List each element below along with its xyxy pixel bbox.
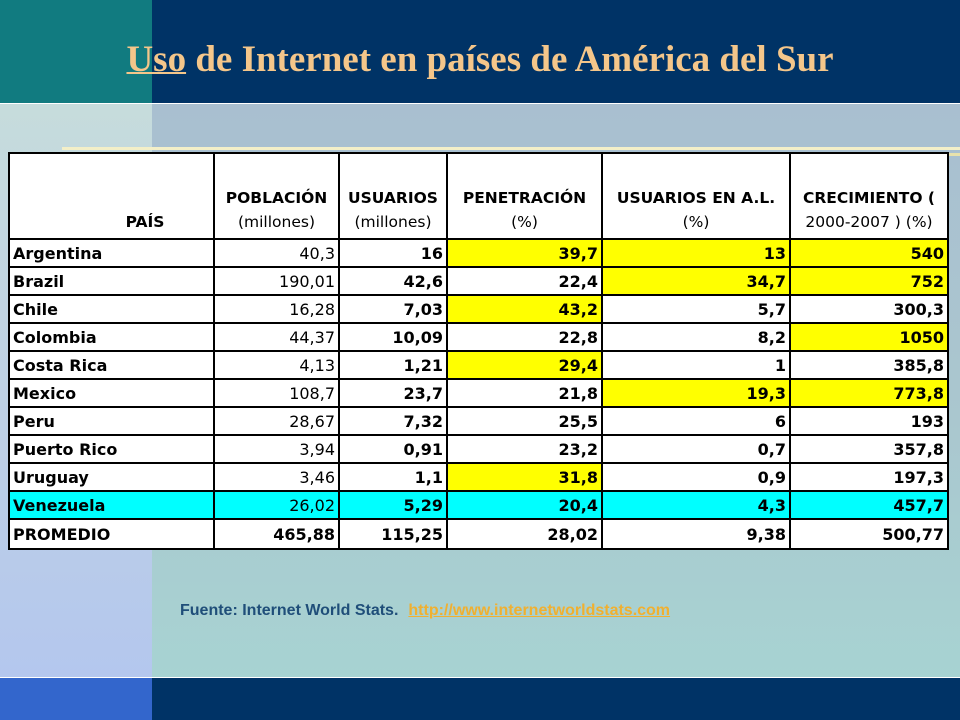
header-usuarios-al: USUARIOS EN A.L. (%) xyxy=(601,152,791,240)
table-row: Colombia 44,37 10,09 22,8 8,2 1050 xyxy=(8,322,949,352)
cell-usuarios: 7,03 xyxy=(338,294,448,324)
cell-usuarios: 1,21 xyxy=(338,350,448,380)
cell-crecimiento: 752 xyxy=(789,266,949,296)
cell-penetracion: 28,02 xyxy=(446,518,603,550)
cell-poblacion: 40,3 xyxy=(213,238,340,268)
cell-crecimiento: 385,8 xyxy=(789,350,949,380)
cell-crecimiento: 457,7 xyxy=(789,490,949,520)
cell-usuarios-al: 19,3 xyxy=(601,378,791,408)
cell-usuarios-al: 13 xyxy=(601,238,791,268)
table-row: Costa Rica 4,13 1,21 29,4 1 385,8 xyxy=(8,350,949,380)
slide-title-underlined: Uso xyxy=(126,39,187,80)
cell-crecimiento: 193 xyxy=(789,406,949,436)
cell-poblacion: 465,88 xyxy=(213,518,340,550)
cell-poblacion: 28,67 xyxy=(213,406,340,436)
footer-divider xyxy=(0,677,960,678)
table-row: Mexico 108,7 23,7 21,8 19,3 773,8 xyxy=(8,378,949,408)
cell-penetracion: 21,8 xyxy=(446,378,603,408)
cell-usuarios-al: 9,38 xyxy=(601,518,791,550)
cell-poblacion: 16,28 xyxy=(213,294,340,324)
table-row: Brazil 190,01 42,6 22,4 34,7 752 xyxy=(8,266,949,296)
table-total-row: PROMEDIO 465,88 115,25 28,02 9,38 500,77 xyxy=(8,518,949,550)
table-header-row: PAÍS POBLACIÓN (millones) USUARIOS (millon… xyxy=(8,152,949,240)
table-row-highlighted: Venezuela 26,02 5,29 20,4 4,3 457,7 xyxy=(8,490,949,520)
table-row: Argentina 40,3 16 39,7 13 540 xyxy=(8,238,949,268)
slide-title: Uso de Internet en países de América del… xyxy=(0,38,960,82)
footer-accent-block xyxy=(0,678,152,720)
cell-crecimiento: 300,3 xyxy=(789,294,949,324)
cell-penetracion: 22,4 xyxy=(446,266,603,296)
cell-usuarios-al: 6 xyxy=(601,406,791,436)
cell-country: Puerto Rico xyxy=(8,434,215,464)
header-penetracion: PENETRACIÓN (%) xyxy=(446,152,603,240)
cell-usuarios: 10,09 xyxy=(338,322,448,352)
cell-country: Venezuela xyxy=(8,490,215,520)
header-band xyxy=(152,0,960,103)
footer-band xyxy=(152,678,960,720)
cell-penetracion: 43,2 xyxy=(446,294,603,324)
cell-poblacion: 3,46 xyxy=(213,462,340,492)
table-row: Peru 28,67 7,32 25,5 6 193 xyxy=(8,406,949,436)
cell-usuarios: 115,25 xyxy=(338,518,448,550)
cell-usuarios: 16 xyxy=(338,238,448,268)
header-usuarios: USUARIOS (millones) xyxy=(338,152,448,240)
cell-poblacion: 4,13 xyxy=(213,350,340,380)
cell-crecimiento: 773,8 xyxy=(789,378,949,408)
cell-country: Colombia xyxy=(8,322,215,352)
cell-usuarios: 23,7 xyxy=(338,378,448,408)
cell-crecimiento: 540 xyxy=(789,238,949,268)
cell-poblacion: 190,01 xyxy=(213,266,340,296)
cell-usuarios-al: 0,9 xyxy=(601,462,791,492)
source-label: Fuente: Internet World Stats. xyxy=(180,602,399,619)
cell-crecimiento: 1050 xyxy=(789,322,949,352)
cell-poblacion: 108,7 xyxy=(213,378,340,408)
cell-poblacion: 44,37 xyxy=(213,322,340,352)
cell-country: Mexico xyxy=(8,378,215,408)
cell-penetracion: 29,4 xyxy=(446,350,603,380)
cell-usuarios-al: 0,7 xyxy=(601,434,791,464)
cell-crecimiento: 357,8 xyxy=(789,434,949,464)
cell-country: PROMEDIO xyxy=(8,518,215,550)
cell-poblacion: 3,94 xyxy=(213,434,340,464)
source-citation: Fuente: Internet World Stats. http://www.… xyxy=(180,602,670,620)
table-row: Uruguay 3,46 1,1 31,8 0,9 197,3 xyxy=(8,462,949,492)
internet-usage-table: PAÍS POBLACIÓN (millones) USUARIOS (millon… xyxy=(8,152,949,550)
table-row: Puerto Rico 3,94 0,91 23,2 0,7 357,8 xyxy=(8,434,949,464)
cell-country: Brazil xyxy=(8,266,215,296)
cell-usuarios-al: 5,7 xyxy=(601,294,791,324)
header-crecimiento: CRECIMIENTO (2000-2007 ) (%) xyxy=(789,152,949,240)
cell-country: Uruguay xyxy=(8,462,215,492)
cell-usuarios-al: 34,7 xyxy=(601,266,791,296)
header-pais: PAÍS xyxy=(8,152,215,240)
cell-penetracion: 39,7 xyxy=(446,238,603,268)
cell-country: Argentina xyxy=(8,238,215,268)
cell-crecimiento: 500,77 xyxy=(789,518,949,550)
cell-penetracion: 23,2 xyxy=(446,434,603,464)
cell-usuarios-al: 8,2 xyxy=(601,322,791,352)
table-row: Chile 16,28 7,03 43,2 5,7 300,3 xyxy=(8,294,949,324)
cell-penetracion: 20,4 xyxy=(446,490,603,520)
cell-country: Costa Rica xyxy=(8,350,215,380)
cell-usuarios: 7,32 xyxy=(338,406,448,436)
source-link[interactable]: http://www.internetworldstats.com xyxy=(408,602,671,619)
cell-penetracion: 31,8 xyxy=(446,462,603,492)
cell-country: Peru xyxy=(8,406,215,436)
header-divider xyxy=(0,103,960,104)
cell-usuarios: 42,6 xyxy=(338,266,448,296)
cell-crecimiento: 197,3 xyxy=(789,462,949,492)
cell-penetracion: 25,5 xyxy=(446,406,603,436)
cell-country: Chile xyxy=(8,294,215,324)
cell-penetracion: 22,8 xyxy=(446,322,603,352)
cell-poblacion: 26,02 xyxy=(213,490,340,520)
cell-usuarios: 1,1 xyxy=(338,462,448,492)
cell-usuarios-al: 4,3 xyxy=(601,490,791,520)
cell-usuarios: 0,91 xyxy=(338,434,448,464)
slide-title-rest: de Internet en países de América del Sur xyxy=(186,39,834,80)
header-poblacion: POBLACIÓN (millones) xyxy=(213,152,340,240)
header-accent-block xyxy=(0,0,152,103)
cell-usuarios: 5,29 xyxy=(338,490,448,520)
cell-usuarios-al: 1 xyxy=(601,350,791,380)
